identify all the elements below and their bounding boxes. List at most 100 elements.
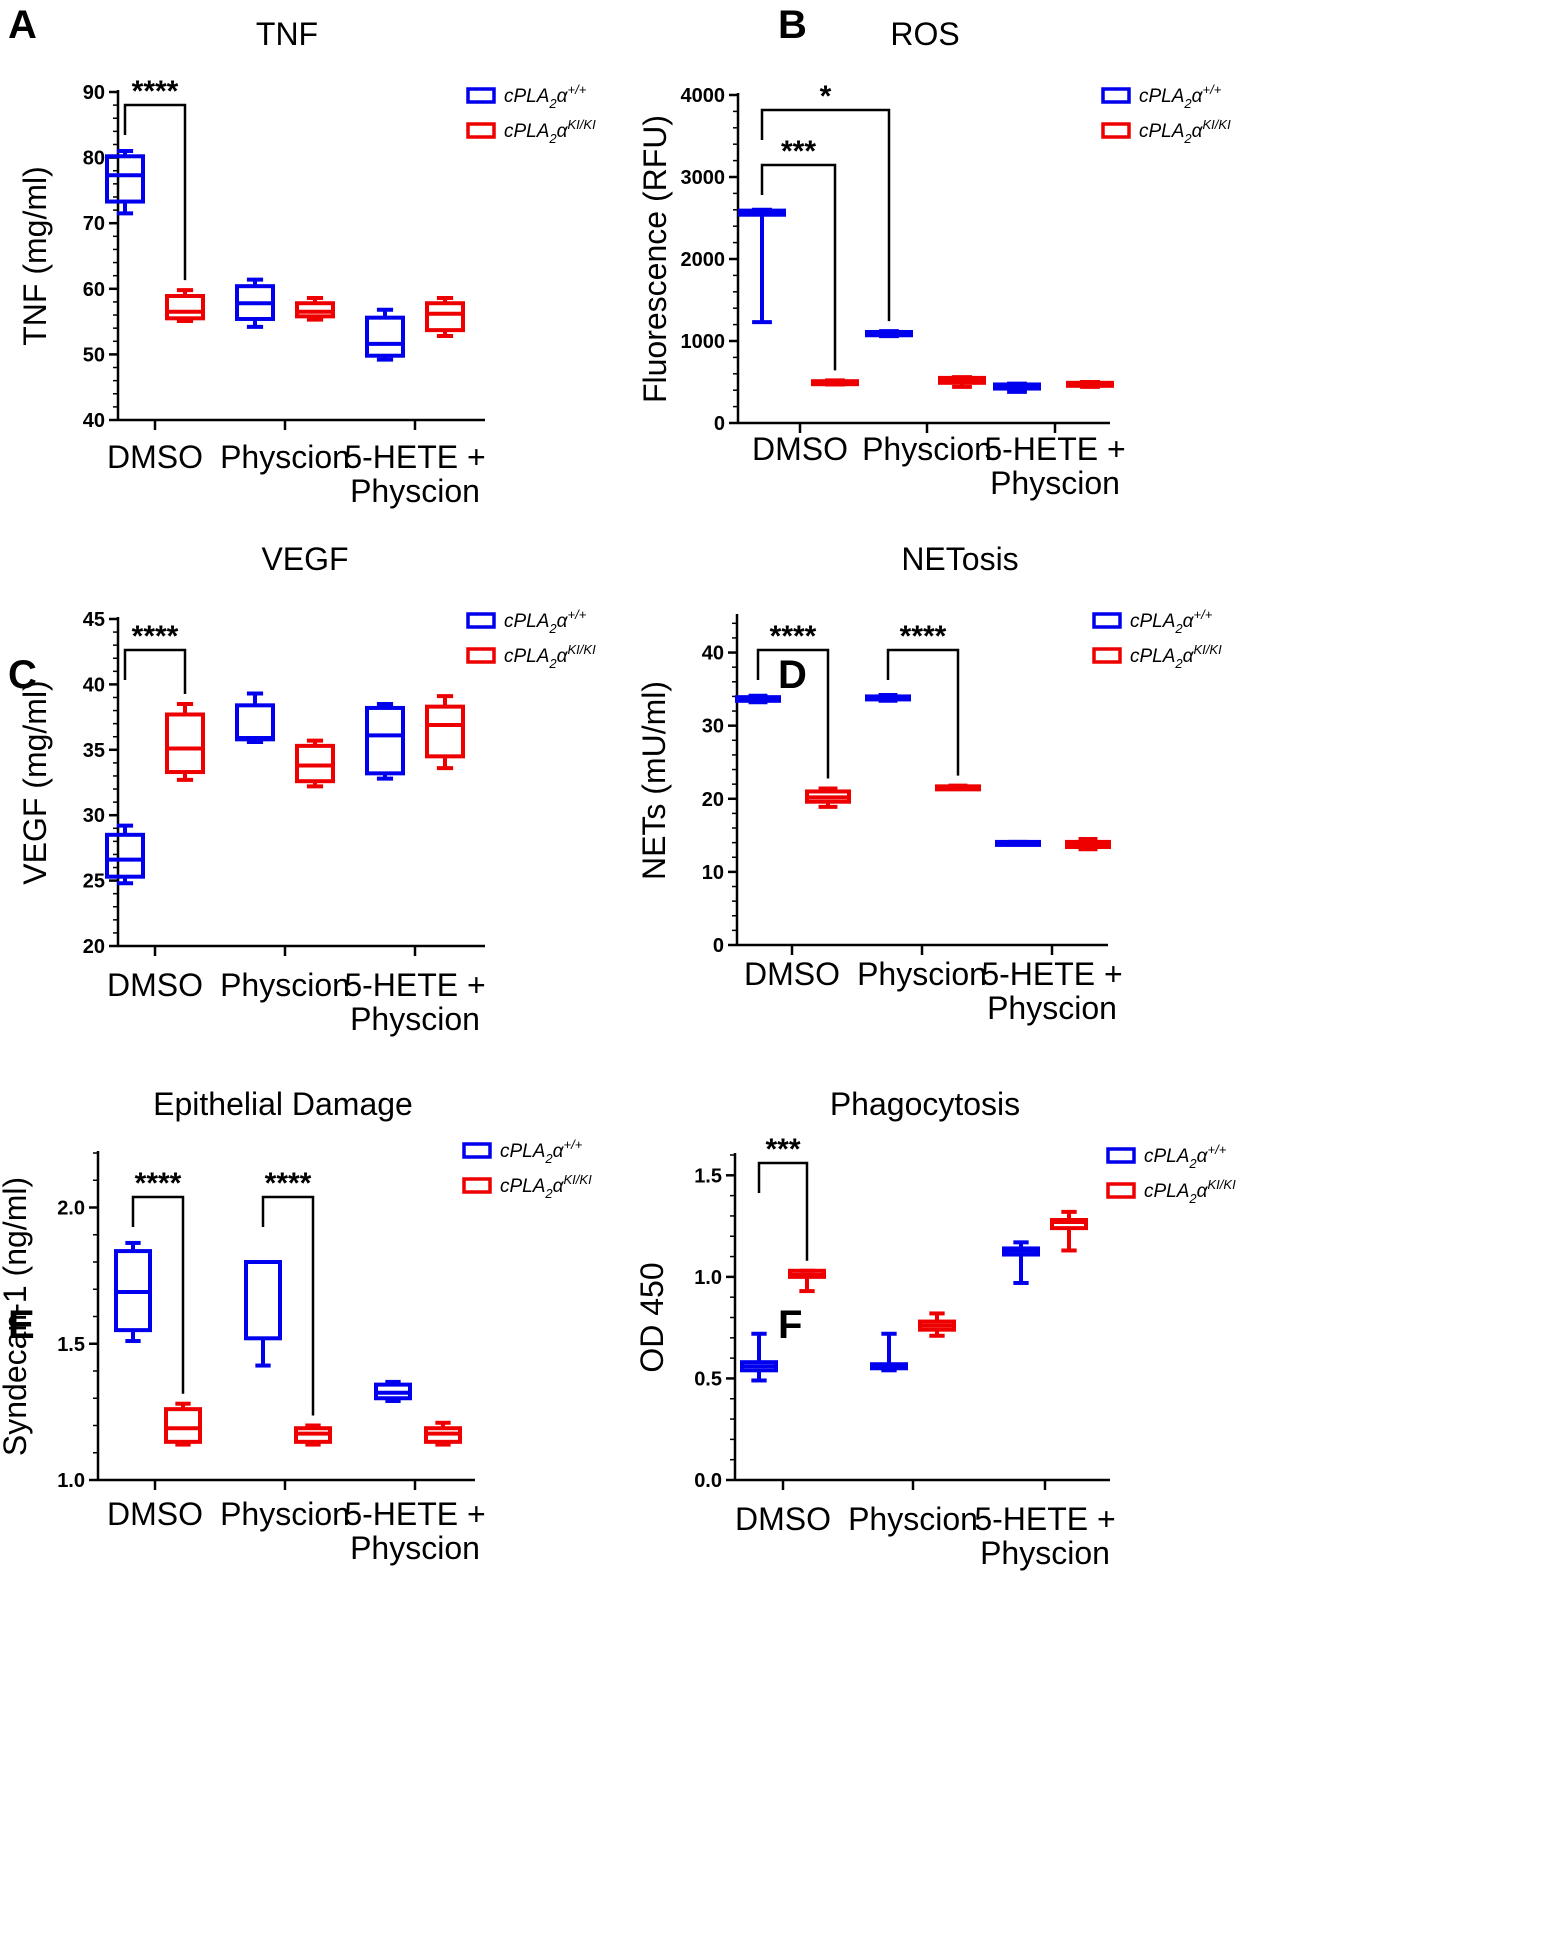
box-knockin-2 bbox=[424, 1420, 462, 1447]
significance-bracket: **** bbox=[131, 1167, 185, 1394]
bracket-line bbox=[886, 648, 960, 776]
box-knockin-0 bbox=[805, 786, 851, 809]
box-iqr bbox=[425, 301, 465, 333]
significance-bracket: *** bbox=[760, 135, 837, 371]
legend-swatch bbox=[466, 122, 496, 139]
box-knockin-0 bbox=[788, 1268, 826, 1294]
chart-title: ROS bbox=[890, 16, 959, 52]
y-tick-label: 2000 bbox=[681, 249, 726, 271]
y-tick-label: 40 bbox=[83, 674, 105, 696]
chart-title: TNF bbox=[256, 16, 318, 52]
y-tick-label: 80 bbox=[83, 148, 105, 170]
category-label: DMSO bbox=[752, 431, 848, 467]
category-label: 5-HETE + Physcion bbox=[984, 431, 1125, 501]
legend-item-knockin: cPLA2αKI/KI bbox=[462, 1172, 592, 1201]
significance-bracket: **** bbox=[261, 1167, 315, 1416]
significance-bracket: *** bbox=[757, 1133, 809, 1261]
legend-label: cPLA2α+/+ bbox=[1139, 82, 1222, 111]
chart-e: E Epithelial Damage Syndecan-1 (ng/ml) 1.0 1… bbox=[0, 1086, 592, 1566]
category-label: DMSO bbox=[107, 439, 203, 475]
legend-label: cPLA2αKI/KI bbox=[1130, 642, 1222, 671]
box-wildtype-1 bbox=[865, 692, 911, 703]
panel-letter: D bbox=[778, 653, 807, 697]
legend-item-wildtype: cPLA2α+/+ bbox=[466, 82, 587, 111]
bracket-line bbox=[131, 1195, 185, 1394]
legend-item-knockin: cPLA2αKI/KI bbox=[1092, 642, 1222, 671]
box-wildtype-2 bbox=[993, 381, 1041, 394]
category-label: 5-HETE + Physcion bbox=[344, 1496, 485, 1566]
significance-bracket: **** bbox=[886, 620, 960, 776]
y-tick-label: 3000 bbox=[681, 167, 726, 189]
significance-label: **** bbox=[132, 75, 179, 108]
box-wildtype-1 bbox=[865, 329, 913, 339]
box-iqr bbox=[165, 712, 205, 775]
y-tick-label: 90 bbox=[83, 82, 105, 104]
significance-label: **** bbox=[132, 620, 179, 653]
significance-bracket: * bbox=[760, 80, 891, 322]
legend-swatch bbox=[466, 87, 496, 104]
legend-item-wildtype: cPLA2α+/+ bbox=[1106, 1142, 1227, 1171]
box-wildtype-0 bbox=[735, 693, 781, 705]
y-axis-label: Fluorescence (RFU) bbox=[637, 115, 673, 403]
category-label: DMSO bbox=[735, 1501, 831, 1537]
significance-label: **** bbox=[265, 1167, 312, 1200]
legend-item-knockin: cPLA2αKI/KI bbox=[1106, 1177, 1236, 1206]
category-label: Physcion bbox=[220, 967, 350, 1003]
box-iqr bbox=[425, 704, 465, 759]
legend-swatch bbox=[1106, 1182, 1136, 1199]
panel-letter: C bbox=[8, 653, 37, 697]
chart-d: D NETosis NETs (mU/ml) 0 10 20 30 40 DMSO Physcio… bbox=[636, 541, 1222, 1026]
bracket-line bbox=[123, 103, 187, 281]
y-tick-label: 0.0 bbox=[694, 1470, 722, 1492]
panel-letter: E bbox=[8, 1303, 35, 1347]
y-tick-label: 70 bbox=[83, 213, 105, 235]
y-tick-label: 60 bbox=[83, 279, 105, 301]
y-tick-label: 35 bbox=[83, 740, 105, 762]
legend-label: cPLA2αKI/KI bbox=[500, 1172, 592, 1201]
y-tick-label: 0 bbox=[714, 413, 725, 435]
y-tick-label: 40 bbox=[83, 410, 105, 432]
category-label: Physcion bbox=[848, 1501, 978, 1537]
significance-label: *** bbox=[781, 135, 816, 168]
chart-title: NETosis bbox=[901, 541, 1018, 577]
panel-f: F Phagocytosis OD 450 0.0 0.5 1.0 1.5 DMSO Physc… bbox=[634, 1086, 1540, 1950]
legend-label: cPLA2α+/+ bbox=[500, 1137, 583, 1166]
bracket-line bbox=[261, 1195, 315, 1416]
y-tick-label: 40 bbox=[702, 643, 724, 665]
legend-label: cPLA2αKI/KI bbox=[1144, 1177, 1236, 1206]
y-tick-label: 30 bbox=[83, 805, 105, 827]
box-wildtype-2 bbox=[995, 839, 1041, 847]
y-tick-label: 30 bbox=[702, 716, 724, 738]
box-iqr bbox=[165, 294, 205, 321]
legend-label: cPLA2α+/+ bbox=[504, 607, 587, 636]
y-tick-label: 0 bbox=[713, 935, 724, 957]
legend-label: cPLA2αKI/KI bbox=[504, 642, 596, 671]
significance-bracket: **** bbox=[123, 75, 187, 281]
y-tick-label: 1.5 bbox=[694, 1165, 722, 1187]
box-knockin-0 bbox=[164, 1401, 202, 1447]
box-wildtype-0 bbox=[738, 207, 786, 325]
y-tick-label: 20 bbox=[702, 789, 724, 811]
panel-letter: A bbox=[8, 3, 37, 47]
panel-letter: F bbox=[778, 1303, 802, 1347]
chart-c: C VEGF VEGF (mg/ml) 20 25 30 35 40 45 DMSO Physcio… bbox=[8, 541, 596, 1037]
significance-label: * bbox=[820, 80, 832, 113]
significance-label: *** bbox=[765, 1133, 800, 1166]
y-tick-label: 0.5 bbox=[694, 1368, 722, 1390]
box-wildtype-2 bbox=[374, 1379, 412, 1403]
panel-d: D NETosis NETs (mU/ml) 0 10 20 30 40 DMSO Physcio… bbox=[636, 541, 1540, 1300]
box-wildtype-1 bbox=[244, 1260, 282, 1368]
legend-label: cPLA2α+/+ bbox=[1144, 1142, 1227, 1171]
legend-item-wildtype: cPLA2α+/+ bbox=[1092, 607, 1213, 636]
box-iqr bbox=[365, 705, 405, 776]
bracket-line bbox=[756, 648, 830, 779]
box-iqr bbox=[105, 154, 145, 204]
significance-label: **** bbox=[900, 620, 947, 653]
category-label: 5-HETE + Physcion bbox=[981, 956, 1122, 1026]
legend-item-knockin: cPLA2αKI/KI bbox=[466, 642, 596, 671]
category-label: 5-HETE + Physcion bbox=[344, 967, 485, 1037]
legend-swatch bbox=[466, 612, 496, 629]
box-iqr bbox=[1050, 1218, 1088, 1231]
y-tick-label: 20 bbox=[83, 936, 105, 958]
panel-e: E Epithelial Damage Syndecan-1 (ng/ml) 1.0 1… bbox=[0, 1086, 770, 1950]
